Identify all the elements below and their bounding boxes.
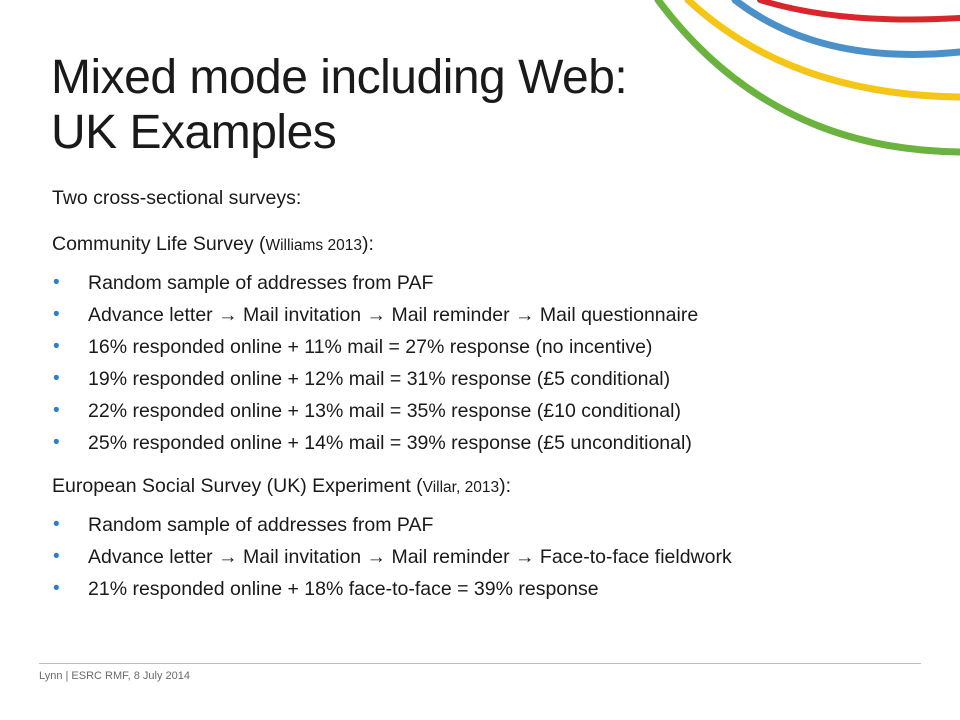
list-item-text: 25% responded online + 14% mail = 39% re… <box>88 432 692 454</box>
section-heading-text: Community Life Survey ( <box>52 233 266 255</box>
section-heading-community-life: Community Life Survey (Williams 2013): <box>52 231 912 259</box>
bullet-icon: • <box>53 368 60 389</box>
list-item: • Advance letter → Mail invitation → Mail… <box>52 299 912 331</box>
bullet-icon: • <box>53 272 60 293</box>
list-item-text: 19% responded online + 12% mail = 31% re… <box>88 368 671 390</box>
bullet-icon: • <box>53 400 60 421</box>
list-item: • 22% responded online + 13% mail = 35% r… <box>52 395 912 427</box>
arc-blue <box>731 0 960 58</box>
list-item-text: Advance letter → Mail invitation → Mail … <box>88 304 699 326</box>
bullet-list-community-life: • Random sample of addresses from PAF • Ad… <box>52 267 912 459</box>
bullet-icon: • <box>53 432 60 453</box>
list-item: • Random sample of addresses from PAF <box>52 509 912 541</box>
slide-title: Mixed mode including Web: UK Examples <box>51 50 751 160</box>
section-heading-text: European Social Survey (UK) Experiment ( <box>52 475 423 497</box>
list-item: • Advance letter → Mail invitation → Mail… <box>52 541 912 573</box>
section-heading-suffix: ): <box>361 233 374 255</box>
list-item: • Random sample of addresses from PAF <box>52 267 912 299</box>
section-heading-suffix: ): <box>499 475 511 497</box>
section-heading-ess: European Social Survey (UK) Experiment (… <box>52 473 912 501</box>
bullet-icon: • <box>53 514 60 535</box>
footer-divider <box>39 663 921 664</box>
arc-red <box>757 0 960 23</box>
list-item-text: 22% responded online + 13% mail = 35% re… <box>88 400 681 422</box>
list-item-text: Random sample of addresses from PAF <box>88 272 434 294</box>
bullet-icon: • <box>53 304 60 325</box>
bullet-icon: • <box>53 336 60 357</box>
slide-body: Two cross-sectional surveys: Community L… <box>52 185 912 605</box>
list-item: • 21% responded online + 18% face-to-face… <box>52 573 912 605</box>
list-item-text: Advance letter → Mail invitation → Mail … <box>88 546 732 568</box>
citation: Williams 2013 <box>265 237 362 254</box>
list-item: • 19% responded online + 12% mail = 31% r… <box>52 363 912 395</box>
list-item: • 16% responded online + 11% mail = 27% r… <box>52 331 912 363</box>
bullet-list-ess: • Random sample of addresses from PAF • Ad… <box>52 509 912 605</box>
list-item-text: 16% responded online + 11% mail = 27% re… <box>88 336 653 358</box>
bullet-icon: • <box>53 546 60 567</box>
slide-title-line-2: UK Examples <box>51 106 337 159</box>
list-item: • 25% responded online + 14% mail = 39% r… <box>52 427 912 459</box>
list-item-text: Random sample of addresses from PAF <box>88 514 434 536</box>
list-item-text: 21% responded online + 18% face-to-face … <box>88 578 599 600</box>
footer-text: Lynn | ESRC RMF, 8 July 2014 <box>39 670 191 682</box>
bullet-icon: • <box>53 578 60 599</box>
citation: Villar, 2013 <box>422 479 500 496</box>
intro-text: Two cross-sectional surveys: <box>52 187 302 209</box>
slide-title-line-1: Mixed mode including Web: <box>51 51 628 104</box>
